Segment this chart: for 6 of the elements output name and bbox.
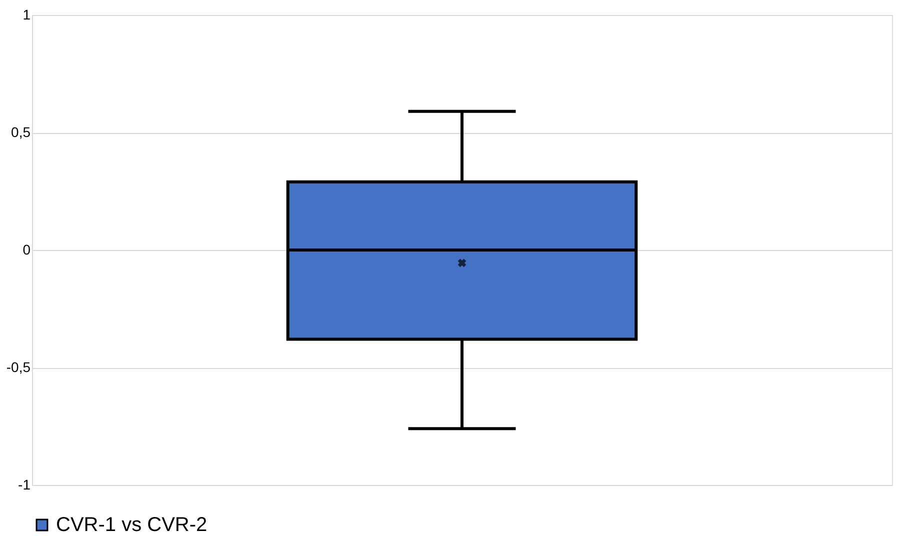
legend-label: CVR-1 vs CVR-2	[56, 514, 208, 536]
y-tick-label: -0,5	[6, 359, 31, 375]
y-tick-label: 0,5	[11, 124, 31, 140]
y-tick-label: 0	[22, 242, 31, 258]
y-tick-label: 1	[22, 6, 31, 22]
y-tick-label: -1	[18, 476, 31, 492]
